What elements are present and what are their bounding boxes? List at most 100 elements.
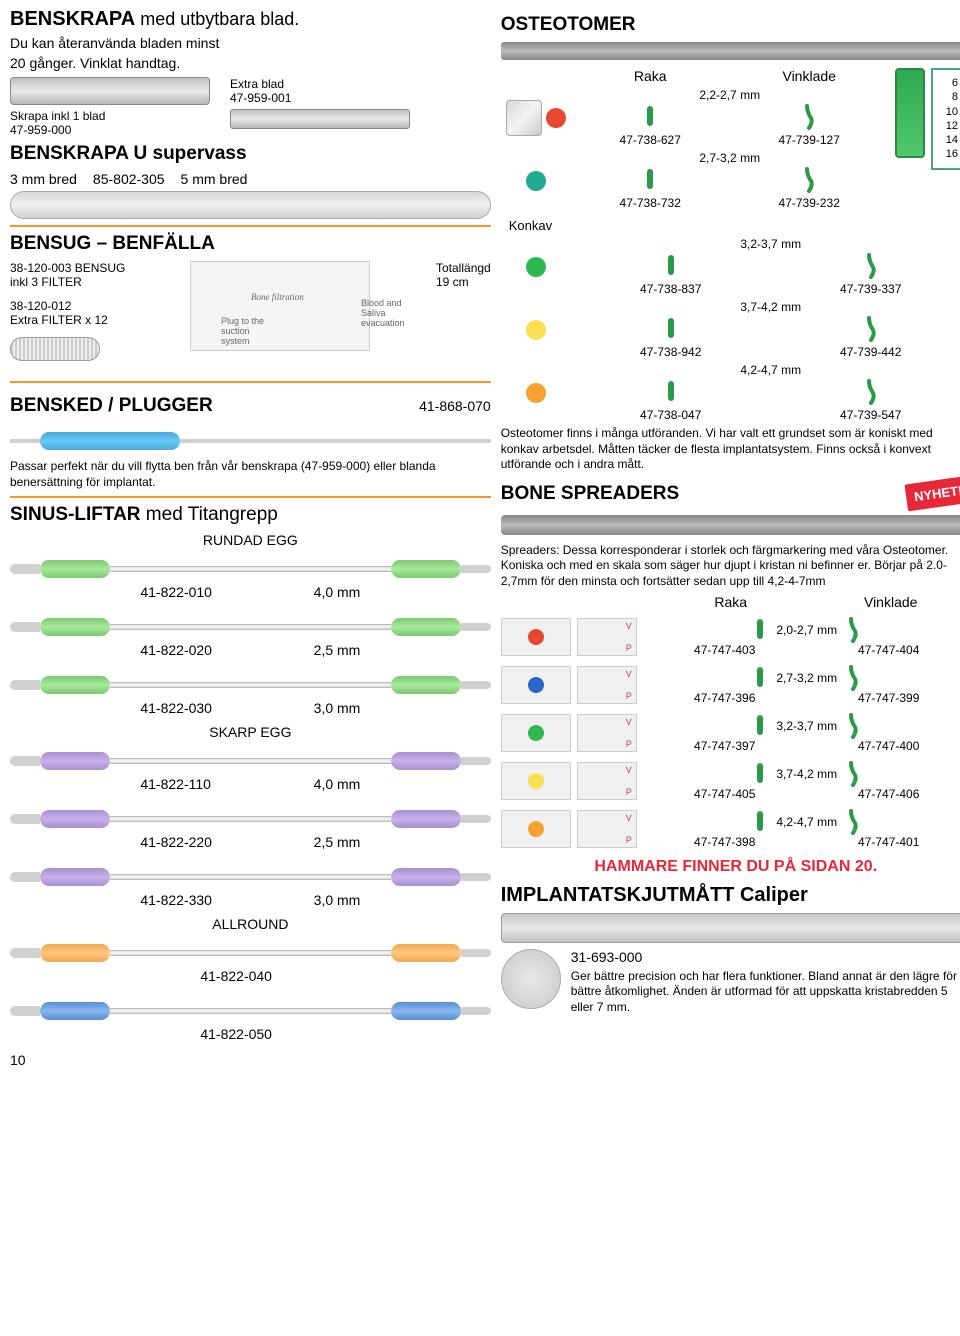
bensug-title: BENSUG – BENFÄLLA [10, 233, 491, 255]
blade-image [10, 77, 210, 105]
osteotomer-desc: Osteotomer finns i många utföranden. Vi … [501, 426, 960, 473]
spreader-mm: 2,7-3,2 mm [776, 671, 837, 685]
sinus-item [10, 992, 491, 1030]
spreader-raka-code: 47-747-396 [643, 691, 807, 705]
color-marker-icon [528, 629, 544, 645]
osteo-mm: 4,2-4,7 mm [571, 363, 960, 377]
sinus-size: 2,5 mm [300, 642, 360, 658]
spreader-tool-image [501, 515, 960, 535]
sinus-size: 4,0 mm [300, 776, 360, 792]
bensked-code: 41-868-070 [419, 398, 491, 414]
spreader-row: V P 4,2-4,7 mm 47-747-398 47-747-401 [501, 808, 960, 850]
bensked-section: BENSKED / PLUGGER 41-868-070 Passar perf… [10, 389, 491, 490]
sinus-title: SINUS-LIFTAR med Titangrepp [10, 504, 491, 526]
spreader-vink-code: 47-747-406 [807, 787, 960, 801]
u-3mm: 3 mm bred [10, 171, 77, 187]
osteo-row: 2,7-3,2 mm 47-738-732 47-739-232 [501, 151, 889, 210]
spreader-vp-thumb: V P [577, 666, 637, 704]
bensked-title: BENSKED / PLUGGER [10, 395, 213, 417]
sinus-code: 41-822-010 [140, 584, 240, 600]
osteo-vink-code: 47-739-547 [840, 408, 901, 422]
spreader-raka-code: 47-747-405 [643, 787, 807, 801]
nyhet-badge: NYHET! [905, 476, 960, 512]
bensug-diagram: Bone filtration Plug to the suction syst… [190, 261, 370, 351]
scale-bar-image [895, 68, 925, 158]
spreader-vp-thumb: V P [577, 810, 637, 848]
color-marker-icon [528, 725, 544, 741]
spreader-raka-code: 47-747-397 [643, 739, 807, 753]
bensug-item1: 38-120-003 BENSUG [10, 261, 180, 275]
spreader-vp-thumb: V P [577, 618, 637, 656]
osteo-mm: 2,2-2,7 mm [571, 88, 889, 102]
vinklade-header: Vinklade [730, 68, 889, 84]
u-5mm: 5 mm bred [181, 171, 248, 187]
osteo-vink-code: 47-739-337 [840, 282, 901, 296]
bensug-len-a: Totallängd [436, 261, 491, 275]
sinus-item [10, 934, 491, 972]
spreader-mm: 3,7-4,2 mm [776, 767, 837, 781]
extra-label: Extra blad [230, 77, 491, 91]
sinus-item [10, 608, 491, 646]
spreaders-desc: Spreaders: Dessa korresponderar i storle… [501, 543, 960, 590]
sinus-size: 4,0 mm [300, 584, 360, 600]
color-marker-icon [526, 171, 546, 191]
spreader-row: V P 2,7-3,2 mm 47-747-396 47-747-399 [501, 664, 960, 706]
spreader-vink-code: 47-747-400 [807, 739, 960, 753]
spreader-vp-thumb: V P [577, 762, 637, 800]
osteo-raka-code: 47-738-837 [640, 282, 701, 296]
sinus-code: 41-822-220 [140, 834, 240, 850]
spreader-vink-code: 47-747-404 [807, 643, 960, 657]
spreader-thumb [501, 714, 571, 752]
sp-raka: Raka [651, 594, 811, 610]
color-marker-icon [526, 320, 546, 340]
spreader-thumb [501, 618, 571, 656]
osteo-mm: 3,2-3,7 mm [571, 237, 960, 251]
u-code: 85-802-305 [93, 171, 165, 187]
spreader-vink-code: 47-747-401 [807, 835, 960, 849]
sinus-size: 3,0 mm [300, 700, 360, 716]
color-marker-icon [546, 108, 566, 128]
konkav-tip-image [506, 100, 542, 136]
osteo-raka-code: 47-738-047 [640, 408, 701, 422]
konkav-label: Konkav [509, 218, 960, 233]
plugger-image [10, 429, 491, 453]
color-marker-icon [526, 383, 546, 403]
spreader-row: V P 2,0-2,7 mm 47-747-403 47-747-404 [501, 616, 960, 658]
sinus-item [10, 800, 491, 838]
caliper-code: 31-693-000 [571, 949, 960, 965]
color-marker-icon [528, 773, 544, 789]
spreader-thumb [501, 666, 571, 704]
hammare-note: HAMMARE FINNER DU PÅ SIDAN 20. [501, 858, 960, 876]
bensug-len-b: 19 cm [436, 275, 491, 289]
color-marker-icon [526, 257, 546, 277]
spreaders-title: BONE SPREADERS [501, 483, 679, 505]
spreader-mm: 2,0-2,7 mm [776, 623, 837, 637]
sinus-code: 41-822-020 [140, 642, 240, 658]
sinus-item [10, 550, 491, 588]
bensug-item1b: inkl 3 FILTER [10, 275, 180, 289]
skrapa-label: Skrapa inkl 1 blad [10, 109, 210, 123]
caliper-desc: Ger bättre precision och har flera funkt… [571, 969, 960, 1016]
osteo-raka-code: 47-738-942 [640, 345, 701, 359]
spreader-mm: 3,2-3,7 mm [776, 719, 837, 733]
sinus-code: 41-822-050 [200, 1026, 300, 1042]
spreader-row: V P 3,7-4,2 mm 47-747-405 47-747-406 [501, 760, 960, 802]
spreader-thumb [501, 762, 571, 800]
scale-box: 6 -8 -10 -12 -14 -16 - [931, 68, 960, 170]
color-marker-icon [528, 821, 544, 837]
caliper-image [501, 913, 960, 943]
bensked-desc: Passar perfekt när du vill flytta ben fr… [10, 459, 491, 490]
osteo-raka-code: 47-738-732 [620, 196, 681, 210]
benskrapa-sub1: Du kan återanvända bladen minst [10, 35, 491, 51]
sp-vinklade: Vinklade [811, 594, 960, 610]
osteo-vink-code: 47-739-232 [779, 196, 840, 210]
sinus-size: 2,5 mm [300, 834, 360, 850]
raka-header: Raka [571, 68, 730, 84]
spreader-mm: 4,2-4,7 mm [776, 815, 837, 829]
osteo-mm: 3,7-4,2 mm [571, 300, 960, 314]
extra-blade-image [230, 109, 410, 129]
osteo-row: 3,2-3,7 mm 47-738-837 47-739-337 [501, 237, 960, 296]
sinus-item [10, 742, 491, 780]
sinus-code: 41-822-030 [140, 700, 240, 716]
sinus-item [10, 858, 491, 896]
